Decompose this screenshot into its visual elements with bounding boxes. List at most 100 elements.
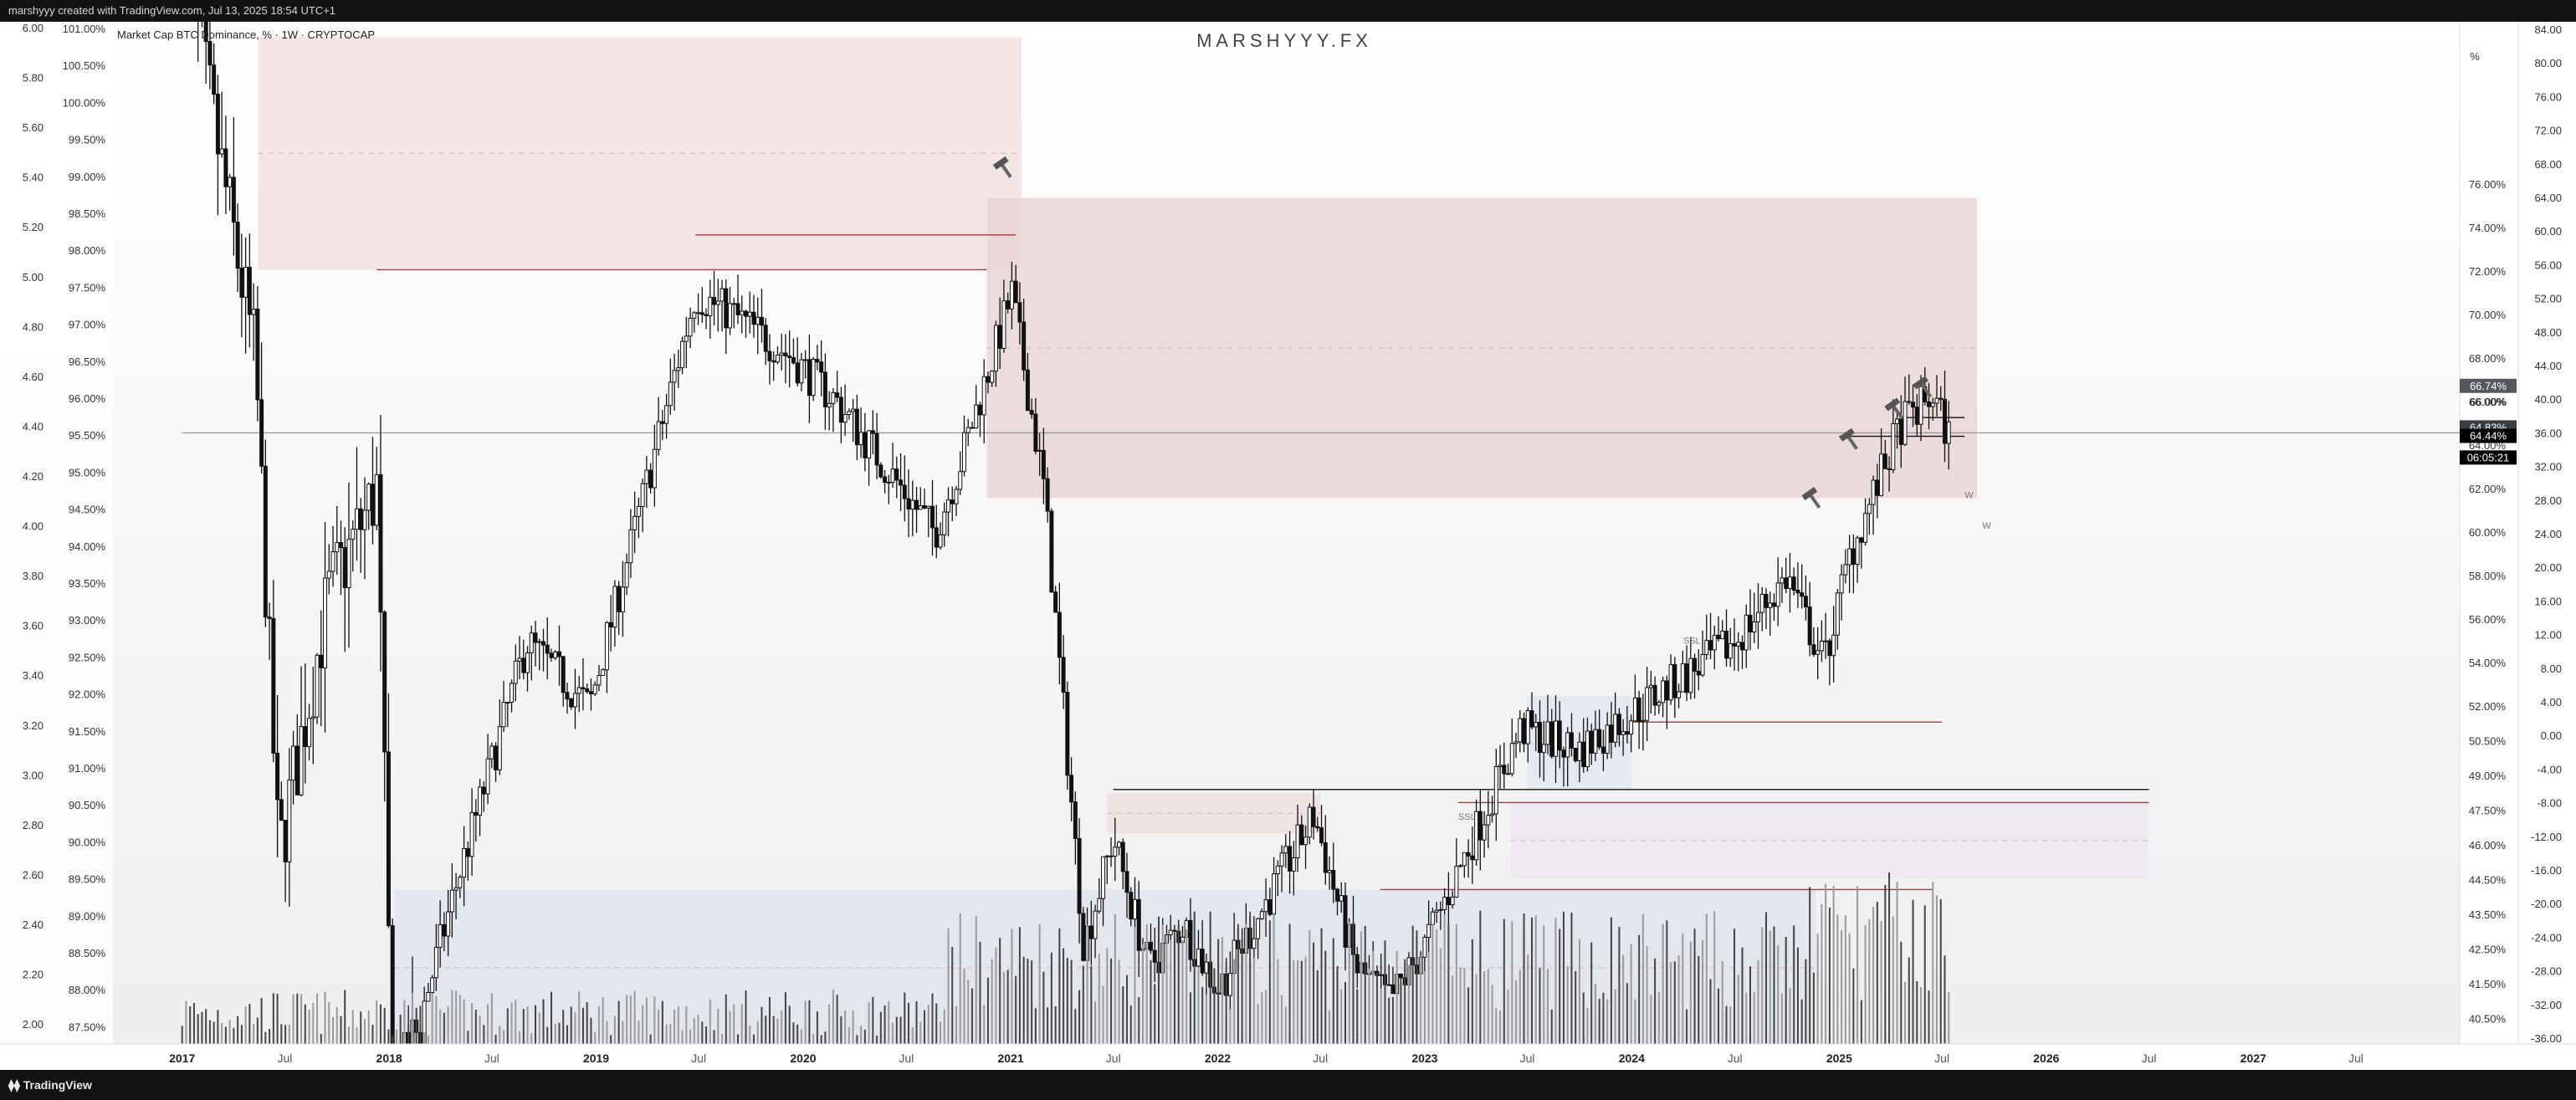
candle-body	[545, 644, 550, 654]
candle-body	[1636, 697, 1641, 722]
candle-body	[632, 515, 638, 530]
candle-body	[231, 177, 236, 223]
candle-body	[1482, 824, 1487, 841]
candle-body	[1898, 418, 1903, 445]
candle-body	[1748, 614, 1753, 633]
left-axis-1-tick: 4.00	[23, 520, 44, 533]
candle-body	[1724, 631, 1729, 659]
tradingview-brand[interactable]: ⧫⧫ TradingView	[8, 1078, 92, 1092]
left-axis-2-tick: 88.00%	[69, 984, 106, 996]
candle-body	[1616, 714, 1621, 735]
candle-body	[1696, 670, 1701, 676]
x-axis-tick: 2024	[1619, 1051, 1645, 1065]
candle-body	[517, 657, 522, 662]
candle-body	[228, 177, 233, 187]
candle-body	[795, 362, 800, 384]
candle-body	[1835, 592, 1840, 636]
candle-body	[366, 483, 371, 511]
candle-body	[1946, 421, 1951, 444]
candle-body	[481, 786, 486, 795]
candle-body	[680, 340, 685, 369]
candle-body	[1561, 750, 1566, 758]
candle-body	[223, 148, 228, 187]
percent-axis-tick: 60.00%	[2469, 526, 2507, 539]
left-axis-1-tick: 3.80	[23, 570, 44, 582]
candle-body	[1029, 410, 1034, 415]
candle-body	[572, 693, 577, 708]
candle-body	[1299, 824, 1304, 846]
far-right-axis-tick: 84.00	[2534, 23, 2562, 36]
percent-axis-tick: 47.50%	[2469, 805, 2507, 817]
hammer-icon	[1884, 397, 1904, 420]
candle-body	[1434, 909, 1439, 913]
candle-body	[1303, 837, 1308, 846]
candle-body	[692, 312, 697, 319]
candle-body	[469, 811, 474, 857]
candle-body	[1458, 865, 1463, 867]
candle-body	[847, 411, 852, 416]
left-axis-2-tick: 100.00%	[63, 96, 106, 109]
x-axis-tick: Jul	[691, 1051, 706, 1065]
left-axis-2-tick: 88.50%	[69, 947, 106, 959]
x-axis-tick: Jul	[1934, 1051, 1949, 1065]
far-right-axis-tick: 32.00	[2534, 461, 2562, 473]
candle-body	[997, 325, 1002, 349]
hammer-icon	[1839, 427, 1858, 450]
candle-body	[604, 622, 609, 671]
candle-body	[1093, 910, 1098, 939]
candle-body	[212, 64, 217, 95]
candle-body	[708, 296, 713, 317]
candle-body	[1022, 321, 1027, 371]
candle-body	[1331, 870, 1336, 890]
far-right-axis-tick: 60.00	[2534, 225, 2562, 238]
candle-body	[1831, 634, 1836, 657]
candle-body	[279, 799, 284, 821]
candle-body	[668, 381, 673, 407]
candle-body	[342, 547, 347, 589]
candle-body	[239, 268, 244, 298]
candle-body	[1502, 765, 1507, 775]
candle-body	[1006, 300, 1011, 310]
x-axis-tick: Jul	[899, 1051, 914, 1065]
candle-body	[1275, 865, 1280, 875]
candle-body	[1017, 302, 1022, 323]
candle-body	[510, 683, 515, 703]
percent-axis-tick: 70.00%	[2469, 309, 2507, 321]
candle-body	[1490, 813, 1495, 816]
left-axis-1-tick: 3.40	[23, 669, 44, 682]
left-axis-2-tick: 93.00%	[69, 614, 106, 627]
candle-body	[1668, 663, 1673, 701]
hammer-icon	[1913, 376, 1933, 398]
left-axis-2-tick: 89.00%	[69, 910, 106, 923]
candle-body	[1648, 684, 1653, 688]
candle-body	[1077, 837, 1082, 914]
candle-body	[453, 887, 458, 891]
candle-body	[819, 361, 824, 373]
candle-body	[1672, 663, 1677, 698]
candle-body	[1272, 873, 1277, 915]
far-right-axis-tick: -24.00	[2531, 931, 2562, 944]
candle-body	[945, 499, 950, 513]
candle-body	[874, 432, 879, 466]
candle-body	[1148, 941, 1153, 951]
candle-body	[1688, 657, 1693, 693]
candle-body	[478, 786, 483, 816]
candle-body	[549, 652, 554, 658]
candle-body	[961, 432, 966, 473]
candle-body	[1319, 827, 1324, 843]
x-axis-tick: Jul	[1520, 1051, 1535, 1065]
left-axis-2-tick: 97.00%	[69, 319, 106, 331]
candle-body	[1775, 582, 1780, 607]
candle-body	[1657, 702, 1662, 706]
x-axis-tick: 2022	[1205, 1051, 1231, 1065]
left-axis-2-tick: 94.00%	[69, 540, 106, 553]
candle-body	[799, 359, 804, 384]
candle-body	[501, 702, 506, 728]
candle-body	[990, 371, 995, 383]
far-right-axis-tick: 80.00	[2534, 57, 2562, 69]
candle-body	[291, 745, 296, 781]
candle-body	[275, 752, 280, 801]
far-right-axis-tick: -4.00	[2537, 763, 2562, 775]
